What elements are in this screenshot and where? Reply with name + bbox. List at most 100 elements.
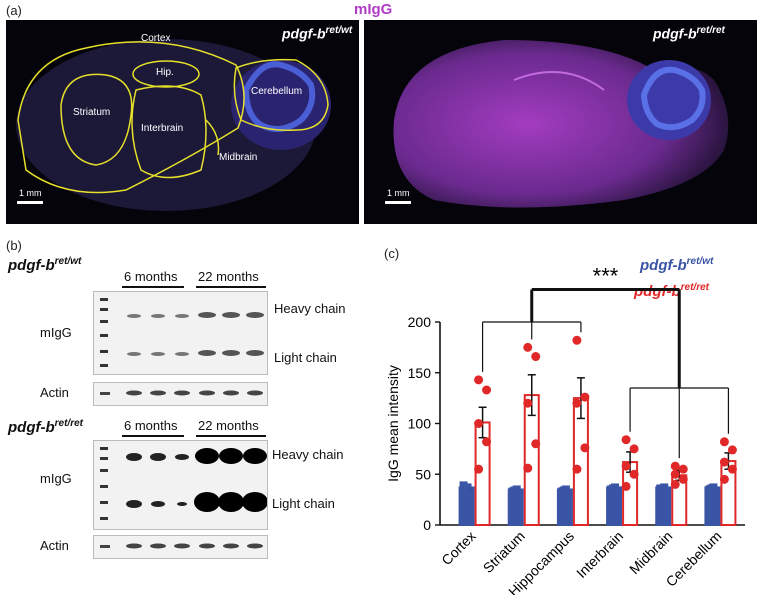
y-axis-label: IgG mean intensity: [385, 365, 401, 482]
midbrain-pointer: [205, 119, 220, 156]
bar-wt: [704, 486, 721, 527]
data-point-wt: [461, 484, 470, 491]
blot1-actin-label: Actin: [40, 385, 69, 400]
data-point-ret: [670, 461, 680, 471]
x-tick-label: Cortex: [438, 528, 478, 568]
region-label-interbrain: Interbrain: [141, 123, 184, 134]
data-point-ret: [621, 461, 631, 471]
data-point-wt: [510, 486, 519, 493]
blot1-light-label: Light chain: [274, 350, 337, 365]
legend-ret: pdgf-bret/ret: [634, 282, 709, 300]
data-point-ret: [523, 398, 533, 408]
blot2-actin-image: [93, 535, 268, 559]
blot1-actin-image: [93, 382, 268, 406]
blot2-heavy-label: Heavy chain: [272, 447, 344, 462]
data-point-wt: [459, 481, 468, 488]
blot1-bands: [100, 298, 264, 367]
region-label-cortex: Cortex: [141, 33, 171, 44]
significance-label: ***: [593, 264, 619, 289]
blot2-igg-image: [93, 440, 268, 530]
data-point-ret: [678, 474, 688, 484]
scale-text-ret: 1 mm: [387, 188, 410, 198]
bar-wt: [606, 486, 623, 527]
scale-bar-wt: [17, 201, 43, 204]
bar-wt: [507, 488, 524, 527]
data-point-ret: [580, 392, 590, 402]
data-point-wt: [707, 484, 716, 491]
interbrain-outline: [131, 85, 207, 179]
data-point-wt: [559, 486, 568, 493]
blot2-actin-bands: [100, 543, 263, 549]
data-point-ret: [474, 464, 484, 474]
x-tick-label: Striatum: [480, 528, 528, 576]
region-label-hip: Hip.: [156, 67, 174, 78]
data-point-ret: [523, 463, 533, 473]
data-point-ret: [474, 419, 484, 428]
data-point-ret: [580, 443, 590, 453]
region-label-striatum: Striatum: [73, 107, 111, 118]
y-tick-label: 50: [415, 466, 431, 482]
blot1-age-22: 22 months: [198, 269, 259, 284]
region-label-midbrain: Midbrain: [219, 152, 258, 163]
data-point-ret: [474, 375, 484, 385]
data-point-ret: [727, 464, 737, 474]
blot2-bands: [100, 447, 268, 520]
bar-wt: [655, 486, 672, 527]
micro-wt-genotype: pdgf-bret/wt: [282, 25, 353, 42]
data-point-ret: [719, 437, 729, 447]
blot2-age22-bracket: [196, 435, 266, 437]
data-point-ret: [531, 352, 541, 362]
y-tick-label: 200: [408, 314, 432, 330]
y-tick-label: 150: [408, 365, 432, 381]
hippocampus-outline: [132, 60, 200, 88]
cortex-outline: [17, 41, 245, 194]
data-point-ret: [621, 435, 631, 445]
data-point-ret: [727, 445, 737, 455]
data-point-ret: [572, 464, 582, 474]
blot1-age22-bracket: [196, 286, 266, 288]
blot1-actin-bands: [100, 390, 263, 396]
cerebellum-folia: [242, 61, 316, 132]
data-point-ret: [572, 398, 582, 408]
blot1-age-6: 6 months: [124, 269, 178, 284]
blot1-genotype: pdgf-bret/wt: [8, 256, 82, 274]
micro-ret-genotype: pdgf-bret/ret: [653, 25, 725, 42]
data-point-ret: [678, 464, 688, 474]
blot2-antibody-label: mIgG: [40, 471, 72, 486]
data-point-ret: [719, 474, 729, 484]
blot2-light-label: Light chain: [272, 496, 335, 511]
brain-section-ret: [393, 40, 729, 208]
data-point-ret: [482, 385, 492, 395]
data-point-ret: [621, 481, 631, 491]
blot1-age6-bracket: [122, 286, 184, 288]
micrograph-ret: pdgf-bret/ret 1 mm: [364, 20, 757, 224]
hippocampus-ret: [513, 71, 605, 91]
data-point-ret: [629, 444, 639, 454]
x-tick-label: Midbrain: [626, 528, 675, 577]
legend-wt: pdgf-bret/wt: [640, 256, 714, 274]
data-point-ret: [523, 342, 533, 352]
blot1-heavy-label: Heavy chain: [274, 301, 346, 316]
cerebellum-outline: [233, 58, 329, 132]
panel-label-a: (a): [6, 3, 22, 18]
data-point-ret: [670, 479, 680, 489]
data-point-ret: [629, 469, 639, 479]
blot2-age6-bracket: [122, 435, 184, 437]
blot2-age-6: 6 months: [124, 418, 178, 433]
panel-label-c: (c): [384, 246, 400, 261]
micrograph-wt: pdgf-bret/wt Cortex Hip. Striatum Cerebe…: [6, 20, 359, 224]
y-tick-label: 100: [408, 416, 432, 432]
data-point-wt: [609, 484, 618, 491]
blot1-igg-image: [93, 291, 268, 375]
blot1-antibody-label: mIgG: [40, 325, 72, 340]
blot2-genotype: pdgf-bret/ret: [8, 418, 83, 436]
striatum-outline: [60, 73, 133, 166]
bar-chart: 0 50 100 150 200 IgG mean intensity Cortex Stri…: [385, 264, 745, 595]
data-point-ret: [670, 469, 680, 479]
data-point-ret: [719, 457, 729, 467]
data-point-ret: [572, 335, 582, 345]
data-point-ret: [531, 439, 541, 449]
x-tick-label: Interbrain: [573, 528, 626, 581]
data-point-wt: [658, 485, 667, 492]
blot2-age-22: 22 months: [198, 418, 259, 433]
